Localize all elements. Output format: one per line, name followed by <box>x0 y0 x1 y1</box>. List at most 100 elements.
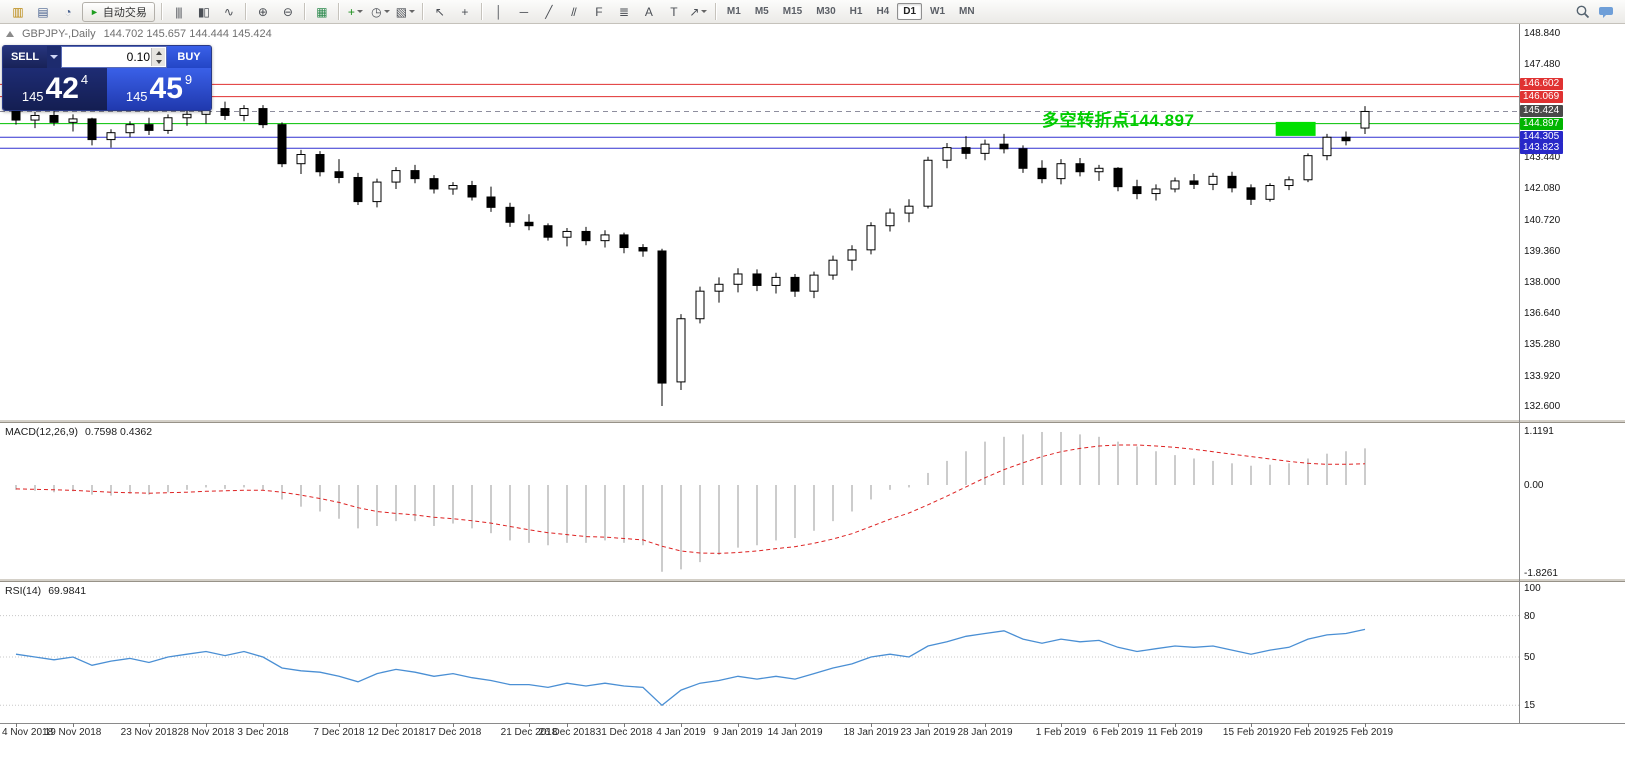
toolbar-separator <box>421 3 423 20</box>
time-axis-tick <box>1175 723 1176 727</box>
buy-price-display[interactable]: 145 45 9 <box>107 68 211 110</box>
price-tag: 145.424 <box>1520 105 1564 117</box>
profiles-icon[interactable]: ▤ <box>37 4 48 19</box>
indicators-icon[interactable]: + <box>344 1 367 22</box>
objects-grid-icon[interactable]: ≣ <box>618 4 629 19</box>
timeframe-m5[interactable]: M5 <box>749 3 775 20</box>
timeframe-h1[interactable]: H1 <box>844 3 869 20</box>
dropdown-arrow-icon <box>383 10 390 13</box>
rsi-scale-label: 100 <box>1524 583 1541 594</box>
community-chat-icon[interactable] <box>1596 1 1619 22</box>
toolbar-right-group <box>1570 1 1620 22</box>
chart-symbol-period: GBPJPY-,Daily <box>22 28 96 40</box>
horizontal-line-icon[interactable]: ─ <box>519 4 529 19</box>
buy-price-big: 45 <box>149 72 183 105</box>
time-axis-tick <box>149 723 150 727</box>
main-price-chart[interactable] <box>0 24 1519 419</box>
channel-icon[interactable]: // <box>571 4 577 19</box>
date-label: 28 Jan 2019 <box>957 727 1013 738</box>
toolbar-separator <box>160 3 162 20</box>
volume-dropdown-button[interactable] <box>47 46 61 68</box>
price-tag: 146.069 <box>1520 91 1564 103</box>
date-label: 6 Feb 2019 <box>1092 727 1144 738</box>
candlestick-chart-icon[interactable]: ▮▯ <box>197 4 210 19</box>
pane-separator[interactable] <box>0 419 1625 423</box>
date-label: 21 Dec 2018 <box>500 727 558 738</box>
price-axis-line <box>1519 24 1520 723</box>
timeframe-m30[interactable]: M30 <box>810 3 841 20</box>
bar-chart-icon[interactable]: ||| <box>175 4 182 19</box>
play-icon: ► <box>90 6 99 17</box>
stepper-up-icon[interactable] <box>155 50 162 55</box>
macd-name: MACD(12,26,9) <box>5 426 78 438</box>
vertical-line-icon[interactable]: │ <box>495 4 503 19</box>
date-label: 20 Feb 2019 <box>1279 727 1337 738</box>
chart-collapse-icon[interactable] <box>6 31 14 37</box>
macd-label: MACD(12,26,9) 0.7598 0.4362 <box>5 426 152 438</box>
sell-price-big: 42 <box>45 72 79 105</box>
timeframe-d1[interactable]: D1 <box>897 3 923 20</box>
cursor-icon[interactable]: ↖ <box>434 4 445 19</box>
date-label: 15 Feb 2019 <box>1222 727 1280 738</box>
timeframe-h4[interactable]: H4 <box>870 3 895 20</box>
price-scale-label: 139.360 <box>1524 246 1561 257</box>
rsi-indicator-pane[interactable] <box>0 582 1519 723</box>
fibonacci-icon[interactable]: F <box>595 4 602 19</box>
date-label: 26 Dec 2018 <box>538 727 596 738</box>
buy-button[interactable]: BUY <box>167 46 211 68</box>
macd-indicator-pane[interactable] <box>0 423 1519 578</box>
text-icon[interactable]: A <box>644 4 653 19</box>
date-label: 4 Nov 2018 <box>2 727 54 738</box>
timeframe-w1[interactable]: W1 <box>924 3 951 20</box>
trade-panel-controls: SELL BUY <box>3 46 211 68</box>
time-axis-tick <box>529 723 530 727</box>
macd-histogram <box>15 431 1366 572</box>
tile-windows-icon[interactable]: ▦ <box>316 4 327 19</box>
price-scale-label: 140.720 <box>1524 215 1561 226</box>
time-axis-tick <box>624 723 625 727</box>
timeframe-m1[interactable]: M1 <box>721 3 747 20</box>
volume-input[interactable] <box>62 47 166 67</box>
crosshair-icon[interactable]: + <box>461 4 468 19</box>
timeframe-mn[interactable]: MN <box>953 3 981 20</box>
price-scale-label: 138.000 <box>1524 277 1561 288</box>
sell-price-display[interactable]: 145 42 4 <box>3 68 107 110</box>
buy-price-prefix: 145 <box>125 89 148 104</box>
price-tag: 144.305 <box>1520 131 1564 143</box>
periods-icon[interactable]: ◷ <box>369 1 392 22</box>
rsi-scale-label: 50 <box>1524 652 1536 663</box>
date-label: 4 Jan 2019 <box>656 727 706 738</box>
time-axis-tick <box>206 723 207 727</box>
sell-price-sup: 4 <box>80 72 89 87</box>
rsi-name: RSI(14) <box>5 585 42 597</box>
sell-button[interactable]: SELL <box>3 46 47 68</box>
time-axis-tick <box>738 723 739 727</box>
timeframe-m15[interactable]: M15 <box>777 3 808 20</box>
highlight-rectangle-object[interactable] <box>1275 121 1316 136</box>
volume-stepper[interactable] <box>151 48 165 66</box>
time-axis-tick <box>985 723 986 727</box>
dropdown-arrow-icon <box>701 10 708 13</box>
refresh-icon[interactable]: ◔ <box>64 4 71 19</box>
autotrading-button[interactable]: ► 自动交易 <box>82 1 155 22</box>
date-label: 18 Jan 2019 <box>843 727 899 738</box>
line-chart-icon[interactable]: ∿ <box>223 4 234 19</box>
horizontal-level-lines[interactable] <box>0 83 1519 149</box>
zoom-out-icon[interactable]: ⊖ <box>282 4 293 19</box>
templates-icon[interactable]: ▧ <box>394 1 417 22</box>
rsi-scale-label: 15 <box>1524 700 1536 711</box>
trendline-icon[interactable]: ╱ <box>545 4 552 19</box>
new-chart-icon[interactable]: ▥ <box>12 4 23 19</box>
price-tag: 143.823 <box>1520 142 1564 154</box>
stepper-down-icon[interactable] <box>155 59 162 64</box>
text-label-icon[interactable]: T <box>670 4 677 19</box>
chart-ohlc-values: 144.702 145.657 144.444 145.424 <box>103 28 272 40</box>
price-scale-label: 142.080 <box>1524 183 1561 194</box>
autotrading-label: 自动交易 <box>102 6 147 19</box>
time-axis-line <box>0 723 1625 724</box>
arrows-icon[interactable]: ↗ <box>687 1 710 22</box>
search-icon[interactable] <box>1571 1 1594 22</box>
pane-separator[interactable] <box>0 578 1625 582</box>
zoom-in-icon[interactable]: ⊕ <box>257 4 268 19</box>
candles-series <box>11 101 1370 407</box>
